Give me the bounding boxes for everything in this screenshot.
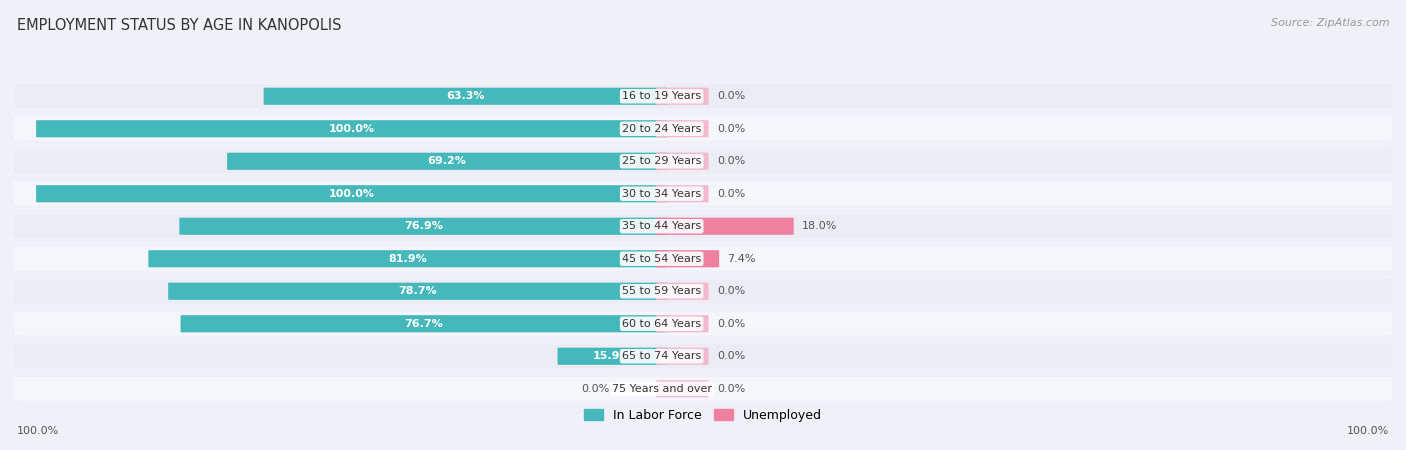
FancyBboxPatch shape <box>180 218 668 235</box>
Text: 63.3%: 63.3% <box>446 91 485 101</box>
Text: 100.0%: 100.0% <box>17 427 59 436</box>
Text: 65 to 74 Years: 65 to 74 Years <box>621 351 702 361</box>
Text: 0.0%: 0.0% <box>717 384 745 394</box>
FancyBboxPatch shape <box>228 153 668 170</box>
FancyBboxPatch shape <box>14 182 1392 206</box>
FancyBboxPatch shape <box>149 250 668 267</box>
Text: 0.0%: 0.0% <box>581 384 609 394</box>
Text: 76.9%: 76.9% <box>404 221 443 231</box>
FancyBboxPatch shape <box>558 348 668 365</box>
FancyBboxPatch shape <box>657 88 709 105</box>
FancyBboxPatch shape <box>14 279 1392 303</box>
FancyBboxPatch shape <box>657 153 709 170</box>
FancyBboxPatch shape <box>37 185 668 202</box>
Text: 75 Years and over: 75 Years and over <box>612 384 711 394</box>
Legend: In Labor Force, Unemployed: In Labor Force, Unemployed <box>579 404 827 427</box>
FancyBboxPatch shape <box>169 283 668 300</box>
Text: 0.0%: 0.0% <box>717 156 745 166</box>
Text: EMPLOYMENT STATUS BY AGE IN KANOPOLIS: EMPLOYMENT STATUS BY AGE IN KANOPOLIS <box>17 18 342 33</box>
Text: 18.0%: 18.0% <box>801 221 838 231</box>
Text: 25 to 29 Years: 25 to 29 Years <box>621 156 702 166</box>
FancyBboxPatch shape <box>37 120 668 137</box>
Text: 76.7%: 76.7% <box>405 319 443 329</box>
Text: 100.0%: 100.0% <box>1347 427 1389 436</box>
FancyBboxPatch shape <box>657 120 709 137</box>
Text: 15.9%: 15.9% <box>593 351 631 361</box>
Text: 55 to 59 Years: 55 to 59 Years <box>621 286 702 296</box>
Text: 78.7%: 78.7% <box>398 286 437 296</box>
Text: 45 to 54 Years: 45 to 54 Years <box>621 254 702 264</box>
FancyBboxPatch shape <box>14 85 1392 108</box>
Text: 7.4%: 7.4% <box>727 254 756 264</box>
FancyBboxPatch shape <box>14 377 1392 400</box>
Text: 0.0%: 0.0% <box>717 124 745 134</box>
Text: 0.0%: 0.0% <box>717 319 745 329</box>
Text: 16 to 19 Years: 16 to 19 Years <box>621 91 702 101</box>
Text: 60 to 64 Years: 60 to 64 Years <box>621 319 702 329</box>
FancyBboxPatch shape <box>14 247 1392 270</box>
FancyBboxPatch shape <box>657 185 709 202</box>
Text: Source: ZipAtlas.com: Source: ZipAtlas.com <box>1271 18 1389 28</box>
Text: 0.0%: 0.0% <box>717 189 745 199</box>
Text: 20 to 24 Years: 20 to 24 Years <box>621 124 702 134</box>
FancyBboxPatch shape <box>180 315 668 333</box>
Text: 35 to 44 Years: 35 to 44 Years <box>621 221 702 231</box>
Text: 100.0%: 100.0% <box>329 189 374 199</box>
Text: 69.2%: 69.2% <box>427 156 467 166</box>
Text: 0.0%: 0.0% <box>717 351 745 361</box>
FancyBboxPatch shape <box>657 218 793 235</box>
FancyBboxPatch shape <box>14 312 1392 336</box>
Text: 100.0%: 100.0% <box>329 124 374 134</box>
FancyBboxPatch shape <box>657 315 709 333</box>
FancyBboxPatch shape <box>657 283 709 300</box>
FancyBboxPatch shape <box>14 344 1392 368</box>
FancyBboxPatch shape <box>657 380 709 397</box>
FancyBboxPatch shape <box>264 88 668 105</box>
FancyBboxPatch shape <box>657 250 720 267</box>
Text: 81.9%: 81.9% <box>388 254 427 264</box>
FancyBboxPatch shape <box>14 117 1392 140</box>
Text: 30 to 34 Years: 30 to 34 Years <box>621 189 702 199</box>
Text: 0.0%: 0.0% <box>717 286 745 296</box>
FancyBboxPatch shape <box>14 149 1392 173</box>
FancyBboxPatch shape <box>14 214 1392 238</box>
FancyBboxPatch shape <box>657 348 709 365</box>
Text: 0.0%: 0.0% <box>717 91 745 101</box>
